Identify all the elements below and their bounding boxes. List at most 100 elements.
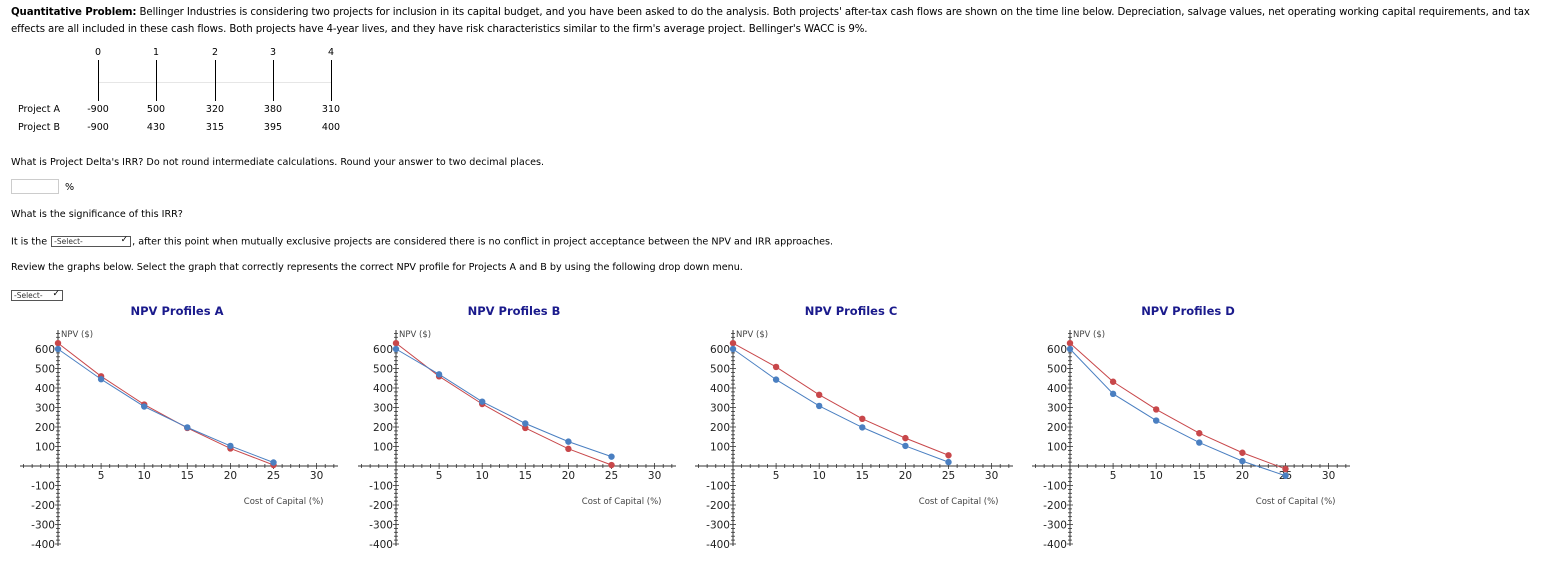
- blue-data-point: [1109, 390, 1117, 398]
- y-tick-label: 500: [710, 364, 730, 376]
- x-tick-label: 10: [476, 470, 489, 482]
- project-b-label: Project B: [18, 122, 61, 133]
- red-series-line: [1069, 342, 1286, 470]
- x-tick-label: 10: [1150, 470, 1163, 482]
- irr-question: What is Project Delta's IRR? Do not roun…: [11, 157, 545, 168]
- x-tick-label: 20: [224, 470, 237, 482]
- y-tick-label: -400: [31, 539, 55, 551]
- blue-data-point: [227, 442, 234, 450]
- project-b-cf: -900: [87, 122, 109, 133]
- red-data-point: [816, 391, 823, 399]
- y-tick-label: -300: [1043, 520, 1067, 532]
- y-tick-label: -100: [1043, 481, 1067, 493]
- x-tick-label: 30: [985, 470, 998, 482]
- y-tick-label: 200: [35, 422, 55, 434]
- y-tick-label: 600: [710, 344, 730, 356]
- red-data-point: [772, 363, 780, 371]
- chart-title: NPV Profiles D: [1141, 304, 1235, 318]
- graph-select-value: -Select-: [14, 291, 43, 300]
- y-axis-label: NPV ($): [399, 330, 431, 340]
- x-tick-label: 5: [1110, 470, 1117, 482]
- blue-data-point: [729, 345, 737, 353]
- blue-data-point: [392, 345, 400, 353]
- x-tick-label: 30: [648, 470, 661, 482]
- period-label: 2: [211, 47, 219, 58]
- y-tick-label: 400: [710, 383, 730, 395]
- chart-title: NPV Profiles B: [467, 304, 561, 318]
- y-tick-label: 300: [710, 403, 730, 415]
- blue-data-point: [479, 398, 486, 405]
- red-data-point: [902, 434, 909, 442]
- red-data-point: [1196, 430, 1203, 437]
- y-tick-label: 300: [35, 403, 55, 415]
- x-tick-label: 25: [942, 470, 955, 482]
- blue-data-point: [141, 403, 148, 410]
- cash-flow-timeline: 0 1 2 3 4 Project A -900 500 320 380 310…: [0, 40, 400, 140]
- period-tick: [156, 60, 157, 101]
- x-tick-label: 10: [813, 470, 826, 482]
- x-tick-label: 15: [181, 470, 194, 482]
- project-a-cf: -900: [87, 104, 109, 115]
- red-data-point: [729, 339, 737, 347]
- x-tick-label: 20: [899, 470, 912, 482]
- y-tick-label: -300: [31, 520, 55, 532]
- y-axis-label: NPV ($): [1073, 330, 1105, 340]
- x-tick-label: 15: [856, 470, 869, 482]
- x-tick-label: 15: [519, 470, 532, 482]
- y-tick-label: -200: [369, 500, 393, 512]
- red-data-point: [1109, 378, 1117, 385]
- blue-series-line: [732, 348, 949, 463]
- chart-plot: 51015202530600500400300200100-100-200-30…: [1032, 330, 1350, 551]
- graph-select[interactable]: -Select- ✓: [11, 290, 63, 301]
- y-tick-label: 200: [710, 422, 730, 434]
- chart-title: NPV Profiles A: [130, 304, 224, 318]
- irr-input[interactable]: [11, 179, 59, 194]
- npv-chart-a: 5 10 15 20 25 30 600 500 400 300 200 100 -100 -200 -30…: [0, 300, 338, 560]
- x-axis-label: Cost of Capital (%): [1256, 497, 1336, 507]
- y-tick-label: 100: [35, 442, 55, 454]
- blue-series-line: [1069, 348, 1286, 477]
- project-b-cf: 400: [321, 122, 341, 133]
- chart-title: NPV Profiles C: [804, 304, 898, 318]
- significance-select[interactable]: -Select- ✓: [51, 236, 132, 247]
- chevron-down-icon: ✓: [52, 289, 60, 299]
- project-a-cf: 380: [263, 104, 283, 115]
- red-data-point: [54, 339, 62, 347]
- y-tick-label: -400: [369, 539, 393, 551]
- x-tick-label: 25: [605, 470, 618, 482]
- x-axis-label: Cost of Capital (%): [244, 497, 324, 507]
- y-tick-label: -400: [706, 539, 730, 551]
- x-tick-label: 25: [267, 470, 280, 482]
- y-tick-label: -400: [1043, 539, 1067, 551]
- y-tick-label: 400: [1047, 383, 1067, 395]
- problem-label: Quantitative Problem:: [11, 7, 137, 18]
- npv-chart-d: 51015202530600500400300200100-100-200-30…: [1012, 300, 1350, 560]
- y-tick-label: -100: [706, 481, 730, 493]
- blue-data-point: [270, 459, 277, 466]
- blue-data-point: [1282, 472, 1289, 479]
- graph-instruction: Review the graphs below. Select the grap…: [11, 262, 743, 273]
- red-data-point: [859, 415, 866, 423]
- project-a-label: Project A: [18, 104, 61, 115]
- x-tick-label: 30: [1322, 470, 1335, 482]
- npv-chart-b: 5 10 15 20 25 30 600 500 400 300 200 100 -100 -200 -30…: [338, 300, 676, 560]
- blue-data-point: [945, 458, 952, 466]
- blue-data-point: [859, 424, 866, 431]
- blue-data-point: [1196, 439, 1203, 446]
- significance-question: What is the significance of this IRR?: [11, 209, 183, 220]
- y-tick-label: 600: [373, 344, 393, 356]
- percent-unit: %: [65, 182, 75, 193]
- y-tick-label: 600: [35, 344, 55, 356]
- y-tick-label: -300: [369, 520, 393, 532]
- significance-prefix: It is the: [11, 236, 48, 248]
- y-tick-label: -100: [31, 481, 55, 493]
- red-data-point: [392, 339, 400, 347]
- y-tick-label: 500: [35, 364, 55, 376]
- y-tick-label: -200: [706, 500, 730, 512]
- red-data-point: [945, 452, 952, 459]
- x-tick-label: 5: [98, 470, 105, 482]
- y-axis-label: NPV ($): [736, 330, 768, 340]
- blue-data-point: [565, 438, 572, 445]
- blue-series-line: [57, 348, 274, 463]
- period-tick: [331, 60, 332, 101]
